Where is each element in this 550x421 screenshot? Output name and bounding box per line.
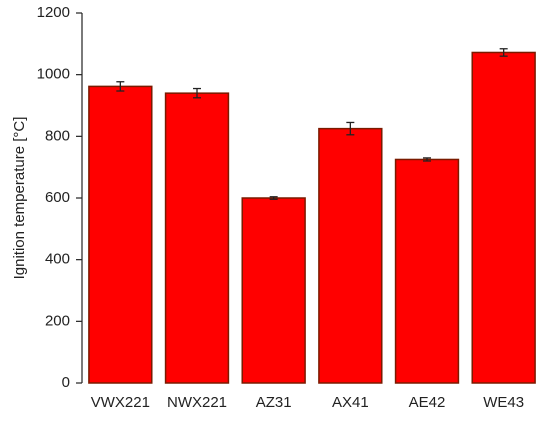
bar	[394, 158, 460, 384]
y-tick-label: 0	[62, 374, 70, 391]
error-bar	[193, 87, 201, 99]
x-tick-label: VWX221	[91, 394, 150, 411]
error-bar	[269, 196, 278, 200]
x-tick-label: AX41	[332, 394, 369, 411]
x-tick-label: WE43	[483, 394, 524, 411]
error-bar	[346, 121, 355, 136]
y-tick-label: 400	[45, 251, 70, 268]
error-bar	[423, 157, 431, 162]
y-tick-label: 600	[45, 189, 70, 206]
y-axis-label: Ignition temperature [°C]	[11, 117, 28, 280]
x-tick-label: AZ31	[256, 394, 292, 411]
bar	[241, 197, 306, 384]
y-tick-label: 1000	[37, 66, 70, 83]
bar	[318, 127, 383, 384]
error-bar	[499, 48, 508, 57]
y-tick-label: 1200	[37, 4, 70, 21]
x-tick-label: NWX221	[167, 394, 227, 411]
error-bar	[116, 81, 125, 92]
bar	[471, 51, 536, 384]
x-tick-label: AE42	[409, 394, 446, 411]
y-tick-label: 200	[45, 312, 70, 329]
bar	[88, 85, 153, 384]
bar	[164, 92, 230, 384]
y-tick-label: 800	[45, 127, 70, 144]
